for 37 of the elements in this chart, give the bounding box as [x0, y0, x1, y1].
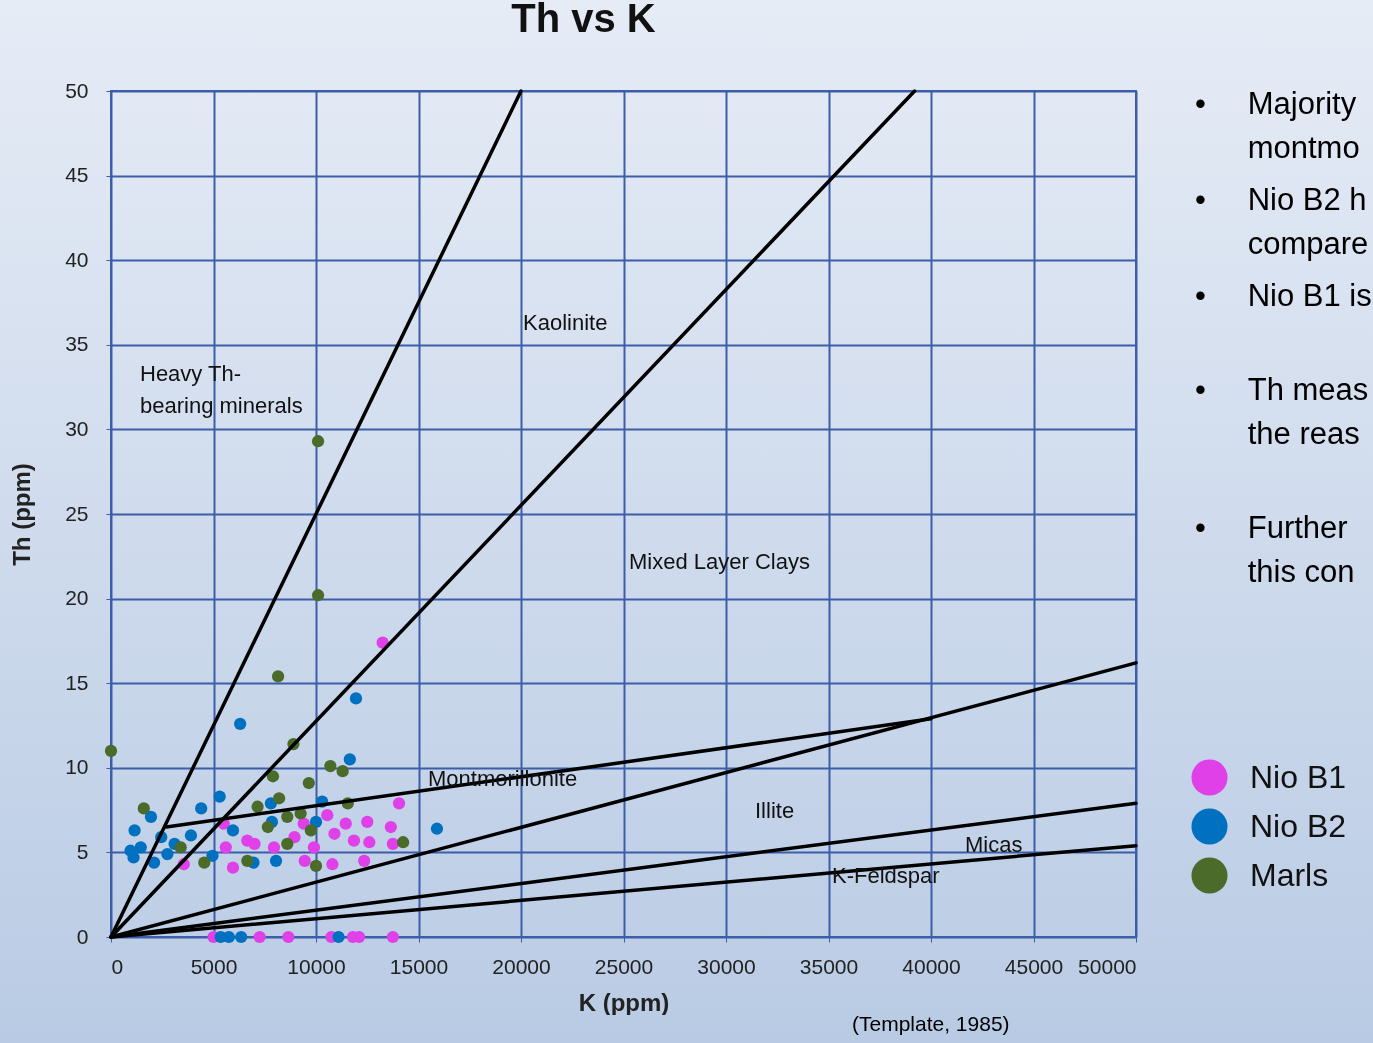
y-tick-label: 40: [65, 247, 89, 271]
x-tick-label: 45000: [1004, 954, 1064, 978]
legend-label: Nio B1: [1250, 758, 1347, 795]
y-tick-label: 20: [65, 586, 89, 610]
legend-label: Marls: [1250, 856, 1329, 893]
annotation: Kaolinite: [523, 309, 608, 337]
annotation: Illite: [755, 797, 795, 825]
x-tick-label: 30000: [697, 954, 756, 978]
y-tick-label: 5: [76, 839, 89, 863]
x-tick-label: 10000: [287, 954, 346, 978]
annotation: Micas: [965, 831, 1023, 859]
x-tick-label: 20000: [492, 954, 551, 978]
text: • Majority montmo: [1195, 85, 1361, 167]
y-tick-label: 30: [65, 416, 89, 440]
x-tick-label: 40000: [902, 954, 961, 978]
chart-title: Th vs K: [511, 0, 656, 40]
y-tick-label: 45: [65, 163, 89, 187]
y-tick-label: 15: [65, 670, 89, 694]
x-tick-label: 15000: [389, 954, 449, 978]
x-tick-label: 25000: [594, 954, 654, 978]
x-axis-title: K (ppm): [578, 988, 670, 1016]
y-tick-label: 10: [65, 755, 89, 779]
text: • Th meas the reas: [1195, 371, 1370, 453]
x-tick-label: 50000: [1078, 954, 1137, 978]
text: • Nio B2 h compare: [1195, 181, 1370, 263]
text: • Further this con: [1195, 509, 1356, 591]
text: • Nio B1 is: [1195, 277, 1373, 315]
y-tick-label: 0: [76, 924, 89, 948]
x-tick-label: 0: [111, 954, 124, 978]
y-tick-label: 50: [65, 78, 89, 102]
legend-label: Nio B2: [1250, 807, 1347, 844]
y-tick-label: 35: [65, 332, 89, 356]
text: (Template, 1985): [852, 1012, 1010, 1036]
y-tick-label: 25: [65, 501, 89, 525]
x-tick-label: 35000: [799, 954, 859, 978]
y-axis-title: Th (ppm): [8, 463, 36, 566]
x-tick-label: 5000: [190, 954, 238, 978]
